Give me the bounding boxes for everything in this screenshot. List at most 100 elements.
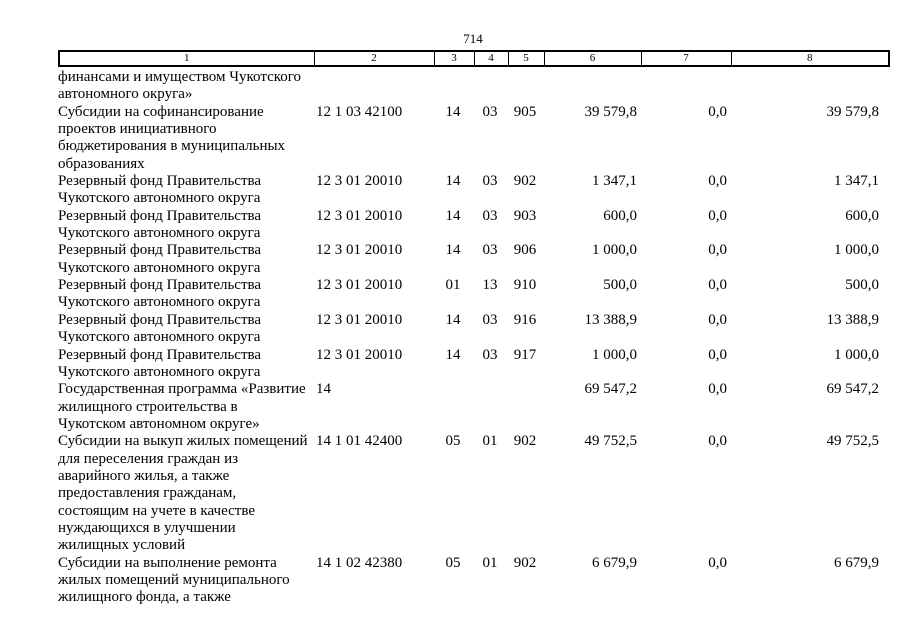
column-header-6: 6	[543, 50, 642, 67]
cell-col2-code: 12 1 03 42100	[316, 103, 403, 120]
cell-col8-amount: 13 388,9	[826, 311, 880, 328]
cell-col3: 14	[445, 346, 461, 363]
budget-table-rows: финансами и имуществом Чукотского автоно…	[58, 69, 888, 607]
cell-col6-amount: 13 388,9	[584, 311, 638, 328]
cell-col2-code: 12 3 01 20010	[316, 173, 403, 190]
cell-col5: 903	[513, 207, 537, 224]
cell-col6-amount: 69 547,2	[584, 381, 638, 398]
column-header-row: 1 2 3 4 5 6 7 8	[58, 50, 890, 67]
column-header-1: 1	[58, 50, 315, 67]
cell-col3	[433, 69, 473, 104]
table-row: Резервный фонд Правительства Чукотского …	[58, 347, 888, 382]
column-header-7: 7	[640, 50, 732, 67]
table-row: Резервный фонд Правительства Чукотского …	[58, 208, 888, 243]
cell-col4	[473, 69, 507, 104]
cell-col2-code: 12 3 01 20010	[316, 207, 403, 224]
table-row: Резервный фонд Правительства Чукотского …	[58, 242, 888, 277]
table-row: Субсидии на софинансирование проектов ин…	[58, 104, 888, 173]
cell-col4: 01	[482, 554, 498, 571]
cell-col2-code: 14	[316, 381, 331, 398]
cell-col4: 03	[482, 207, 498, 224]
cell-col3	[433, 381, 473, 433]
cell-col5: 905	[513, 103, 537, 120]
table-row: Субсидии на выкуп жилых помещений для пе…	[58, 433, 888, 554]
budget-table: финансами и имуществом Чукотского автоно…	[58, 69, 888, 607]
cell-col1-description: Резервный фонд Правительства Чукотского …	[58, 346, 262, 380]
cell-col6-amount: 600,0	[603, 207, 637, 224]
cell-col1-description: Субсидии на выполнение ремонта жилых пом…	[58, 554, 290, 606]
cell-col5: 902	[513, 433, 537, 450]
cell-col7-amount: 0,0	[708, 103, 727, 120]
cell-col4: 01	[482, 433, 498, 450]
cell-col1-description: Резервный фонд Правительства Чукотского …	[58, 311, 262, 346]
cell-col3: 14	[445, 242, 461, 259]
cell-col8-amount: 69 547,2	[826, 381, 880, 398]
cell-col2-code: 12 3 01 20010	[316, 242, 403, 259]
cell-col8-amount	[730, 69, 888, 104]
cell-col5: 917	[513, 346, 537, 363]
cell-col4: 03	[482, 103, 498, 120]
cell-col3: 14	[445, 207, 461, 224]
cell-col1-description: Субсидии на выкуп жилых помещений для пе…	[58, 433, 308, 554]
cell-col7-amount: 0,0	[708, 173, 727, 190]
cell-col7-amount: 0,0	[708, 277, 727, 294]
column-header-table: 1 2 3 4 5 6 7 8	[58, 50, 890, 67]
cell-col6-amount: 39 579,8	[584, 103, 638, 120]
column-header-8: 8	[730, 50, 890, 67]
cell-col1-description: Резервный фонд Правительства Чукотского …	[58, 242, 262, 276]
cell-col6-amount: 1 347,1	[592, 173, 637, 190]
cell-col1-description: Резервный фонд Правительства Чукотского …	[58, 277, 262, 311]
cell-col2-code	[313, 69, 433, 104]
cell-col8-amount: 1 347,1	[834, 173, 879, 190]
cell-col8-amount: 600,0	[845, 207, 879, 224]
column-header-5: 5	[507, 50, 545, 67]
table-row: Резервный фонд Правительства Чукотского …	[58, 312, 888, 347]
cell-col7-amount: 0,0	[708, 433, 727, 450]
cell-col6-amount: 1 000,0	[592, 242, 637, 259]
table-row: Государственная программа «Развитие жили…	[58, 381, 888, 433]
cell-col5	[507, 69, 543, 104]
cell-col1-description: Резервный фонд Правительства Чукотского …	[58, 173, 262, 207]
cell-col8-amount: 1 000,0	[834, 346, 879, 363]
cell-col5: 906	[513, 242, 537, 259]
cell-col2-code: 12 3 01 20010	[316, 311, 403, 328]
column-header-3: 3	[433, 50, 475, 67]
cell-col8-amount: 1 000,0	[834, 242, 879, 259]
cell-col4: 03	[482, 242, 498, 259]
cell-col2-code: 12 3 01 20010	[316, 277, 403, 294]
cell-col8-amount: 500,0	[845, 277, 879, 294]
cell-col3: 05	[445, 433, 461, 450]
cell-col7-amount: 0,0	[708, 346, 727, 363]
cell-col1-description: финансами и имуществом Чукотского автоно…	[58, 69, 302, 103]
cell-col3: 14	[445, 173, 461, 190]
cell-col3: 14	[445, 311, 461, 328]
cell-col6-amount: 1 000,0	[592, 346, 637, 363]
cell-col4: 03	[482, 346, 498, 363]
cell-col5	[507, 381, 543, 433]
cell-col7-amount: 0,0	[708, 381, 727, 398]
page-number: 714	[463, 31, 483, 46]
cell-col5: 902	[513, 554, 537, 571]
cell-col6-amount	[543, 69, 640, 104]
cell-col3: 01	[445, 277, 461, 294]
cell-col6-amount: 6 679,9	[592, 554, 637, 571]
cell-col8-amount: 39 579,8	[826, 103, 880, 120]
cell-col4: 03	[482, 173, 498, 190]
cell-col7-amount	[640, 69, 730, 104]
cell-col3: 05	[445, 554, 461, 571]
cell-col5: 916	[513, 311, 537, 328]
cell-col7-amount: 0,0	[708, 242, 727, 259]
table-row: Резервный фонд Правительства Чукотского …	[58, 277, 888, 312]
cell-col2-code: 14 1 02 42380	[316, 554, 403, 571]
cell-col7-amount: 0,0	[708, 554, 727, 571]
table-row: Резервный фонд Правительства Чукотского …	[58, 173, 888, 208]
cell-col4	[473, 381, 507, 433]
cell-col1-description: Резервный фонд Правительства Чукотского …	[58, 207, 262, 242]
cell-col3: 14	[445, 103, 461, 120]
column-header-4: 4	[473, 50, 509, 67]
column-header-2: 2	[313, 50, 435, 67]
table-row: финансами и имуществом Чукотского автоно…	[58, 69, 888, 104]
cell-col6-amount: 500,0	[603, 277, 637, 294]
cell-col8-amount: 49 752,5	[826, 433, 880, 450]
